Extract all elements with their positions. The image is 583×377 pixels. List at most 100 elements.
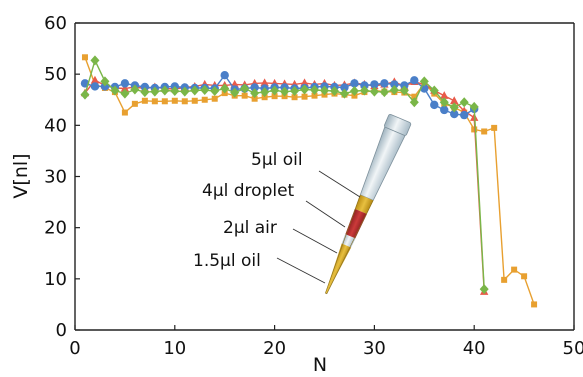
series-circle — [80, 70, 479, 120]
y-axis-label: V[nl] — [10, 153, 32, 198]
data-point — [459, 97, 469, 108]
data-point — [329, 86, 339, 97]
data-point — [301, 93, 308, 100]
data-point — [100, 82, 110, 91]
data-point — [280, 86, 290, 97]
data-point — [310, 85, 320, 96]
data-point — [220, 83, 230, 94]
data-point — [430, 100, 439, 110]
data-point — [359, 85, 369, 96]
x-tick-label: 10 — [163, 338, 186, 359]
data-point — [90, 75, 100, 84]
data-point — [481, 128, 488, 135]
data-point — [140, 87, 150, 98]
data-point — [211, 95, 218, 102]
data-point — [291, 94, 298, 101]
data-point — [469, 101, 479, 112]
data-point — [429, 85, 439, 96]
data-point — [220, 70, 229, 80]
data-point — [181, 98, 188, 105]
data-point — [400, 81, 409, 90]
leader-4ul-droplet — [305, 200, 346, 228]
y-tick-label: 0 — [56, 320, 67, 341]
data-point — [340, 83, 349, 92]
data-point — [450, 109, 459, 119]
annotation-5ul-oil: 5µl oil — [251, 150, 303, 170]
pipette-outline — [324, 194, 374, 295]
data-point — [240, 83, 250, 94]
data-point — [311, 92, 318, 99]
data-point — [349, 86, 359, 97]
data-point — [81, 54, 88, 61]
data-point — [250, 88, 260, 99]
data-point — [410, 76, 419, 85]
data-point — [170, 86, 180, 97]
annotation-4ul-droplet: 4µl droplet — [202, 181, 295, 201]
data-point — [271, 93, 278, 100]
data-point — [230, 87, 240, 98]
data-point — [290, 86, 300, 97]
data-point — [131, 100, 138, 107]
droplet-layer-4ul — [345, 208, 367, 239]
plot-frame — [74, 22, 575, 331]
data-point — [389, 85, 399, 96]
data-point — [180, 86, 190, 97]
data-point — [130, 84, 140, 95]
data-point — [151, 98, 158, 105]
data-point — [141, 97, 148, 104]
leader-1-5ul-oil — [276, 257, 326, 284]
data-point — [250, 83, 259, 92]
data-point — [171, 97, 178, 104]
data-point — [120, 88, 130, 99]
series-line — [84, 57, 535, 305]
data-point — [440, 105, 449, 115]
data-point — [531, 301, 538, 308]
data-point — [511, 266, 518, 273]
data-point — [200, 85, 210, 96]
data-point — [419, 76, 429, 87]
data-point — [90, 55, 100, 66]
data-point — [350, 79, 359, 88]
y-tick-label: 30 — [44, 167, 67, 188]
pipette-tip-illustration: 5µl oil 4µl droplet 2µl air 1.5µl oil — [193, 114, 412, 295]
data-point — [261, 94, 268, 101]
series-line — [84, 74, 475, 116]
data-point — [411, 93, 418, 100]
data-point — [450, 96, 459, 104]
x-tick-label: 40 — [463, 338, 486, 359]
y-tick-label: 20 — [44, 218, 67, 239]
annotation-2ul-air: 2µl air — [223, 218, 277, 238]
x-axis-label: N — [313, 354, 327, 376]
data-point — [479, 284, 489, 295]
data-point — [121, 109, 128, 116]
data-point — [120, 83, 130, 92]
data-point — [339, 88, 349, 99]
data-point — [210, 86, 220, 97]
data-point — [251, 95, 258, 102]
y-tick-label: 60 — [44, 13, 67, 34]
data-point — [260, 78, 269, 87]
data-point — [320, 85, 329, 96]
data-point — [80, 89, 90, 100]
data-point — [460, 110, 469, 120]
data-point — [161, 98, 168, 105]
data-point — [439, 97, 449, 108]
data-point — [300, 84, 310, 95]
data-point — [360, 81, 369, 90]
data-point — [449, 102, 459, 113]
data-point — [491, 124, 498, 131]
data-point — [409, 97, 419, 108]
x-tick-label: 20 — [263, 338, 286, 359]
oil-layer-1-5ul — [325, 243, 352, 294]
data-point — [260, 87, 270, 98]
data-point — [191, 97, 198, 104]
y-tick-label: 50 — [44, 64, 67, 85]
data-point — [390, 80, 399, 89]
data-point — [440, 91, 449, 99]
data-point — [379, 87, 389, 98]
data-point — [369, 86, 379, 97]
data-point — [370, 80, 379, 89]
x-tick-label: 50 — [563, 338, 583, 359]
data-point — [90, 82, 100, 91]
